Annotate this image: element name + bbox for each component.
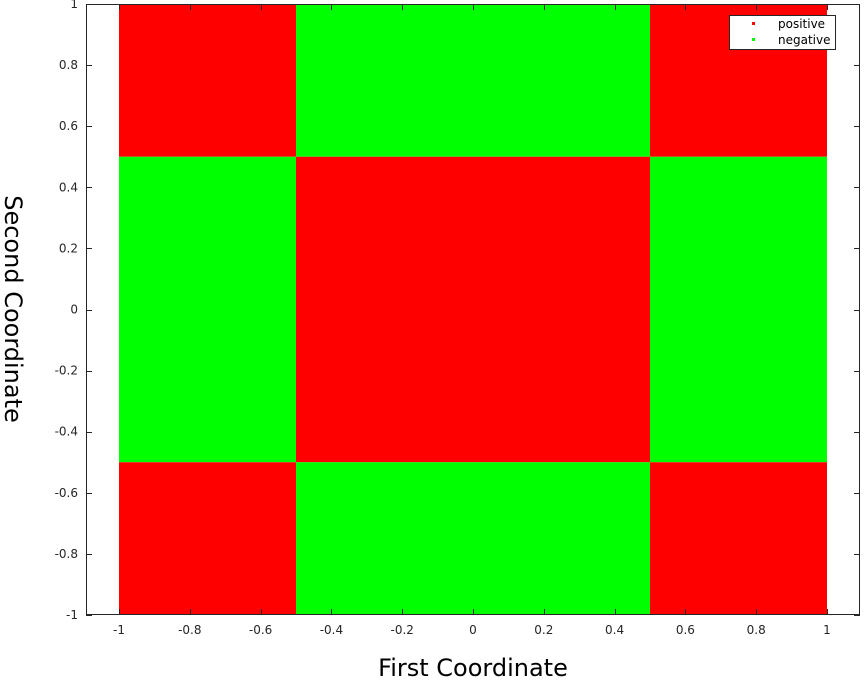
x-axis-label: First Coordinate [378,654,568,681]
x-tick-label: 0.2 [534,623,553,637]
y-tick-label: 0.8 [59,58,78,72]
axis-ticks [86,4,860,616]
y-tick-label: 0 [70,303,78,317]
y-axis-label: Second Coordinate [0,195,27,423]
heatmap-cell-positive [296,156,650,463]
legend-marker-positive [752,22,755,25]
y-tick-label: 1 [70,0,78,11]
x-tick-label: -1 [113,623,125,637]
x-tick-label: 1 [823,623,831,637]
x-tick-label: 0.6 [676,623,695,637]
y-tick-label: -1 [66,608,78,622]
legend-box [729,15,836,50]
x-tick-label: -0.8 [178,623,201,637]
legend-label-negative: negative [778,33,830,47]
y-tick-label: -0.2 [55,364,78,378]
heatmap-cell-negative [119,156,296,463]
heatmap-cell-negative [296,4,650,157]
heatmap-cell-positive [650,462,827,615]
y-tick-label: -0.4 [55,425,78,439]
heatmap-cell-negative [296,462,650,615]
legend-marker-negative [752,38,755,41]
y-tick-label: 0.6 [59,119,78,133]
x-tick-label: 0.4 [605,623,624,637]
y-tick-label: 0.2 [59,241,78,255]
legend-label-positive: positive [778,17,825,31]
y-tick-label: -0.8 [55,547,78,561]
y-tick-label: 0.4 [59,180,78,194]
heatmap-cell-negative [650,156,827,463]
x-tick-label: -0.4 [320,623,343,637]
x-tick-labels: -1 -0.8 -0.6 -0.4 -0.2 0 0.2 0.4 0.6 0.8 1 [113,623,831,637]
x-tick-label: 0 [469,623,477,637]
heatmap-cell-positive [119,4,296,157]
y-tick-labels: -1 -0.8 -0.6 -0.4 -0.2 0 0.2 0.4 0.6 0.8 1 [55,0,78,622]
x-tick-label: 0.8 [747,623,766,637]
x-tick-label: -0.6 [249,623,272,637]
heatmap-cell-positive [119,462,296,615]
y-tick-label: -0.6 [55,486,78,500]
x-tick-label: -0.2 [390,623,413,637]
heatmap-cells [119,4,827,615]
legend: positive negative [729,15,836,50]
